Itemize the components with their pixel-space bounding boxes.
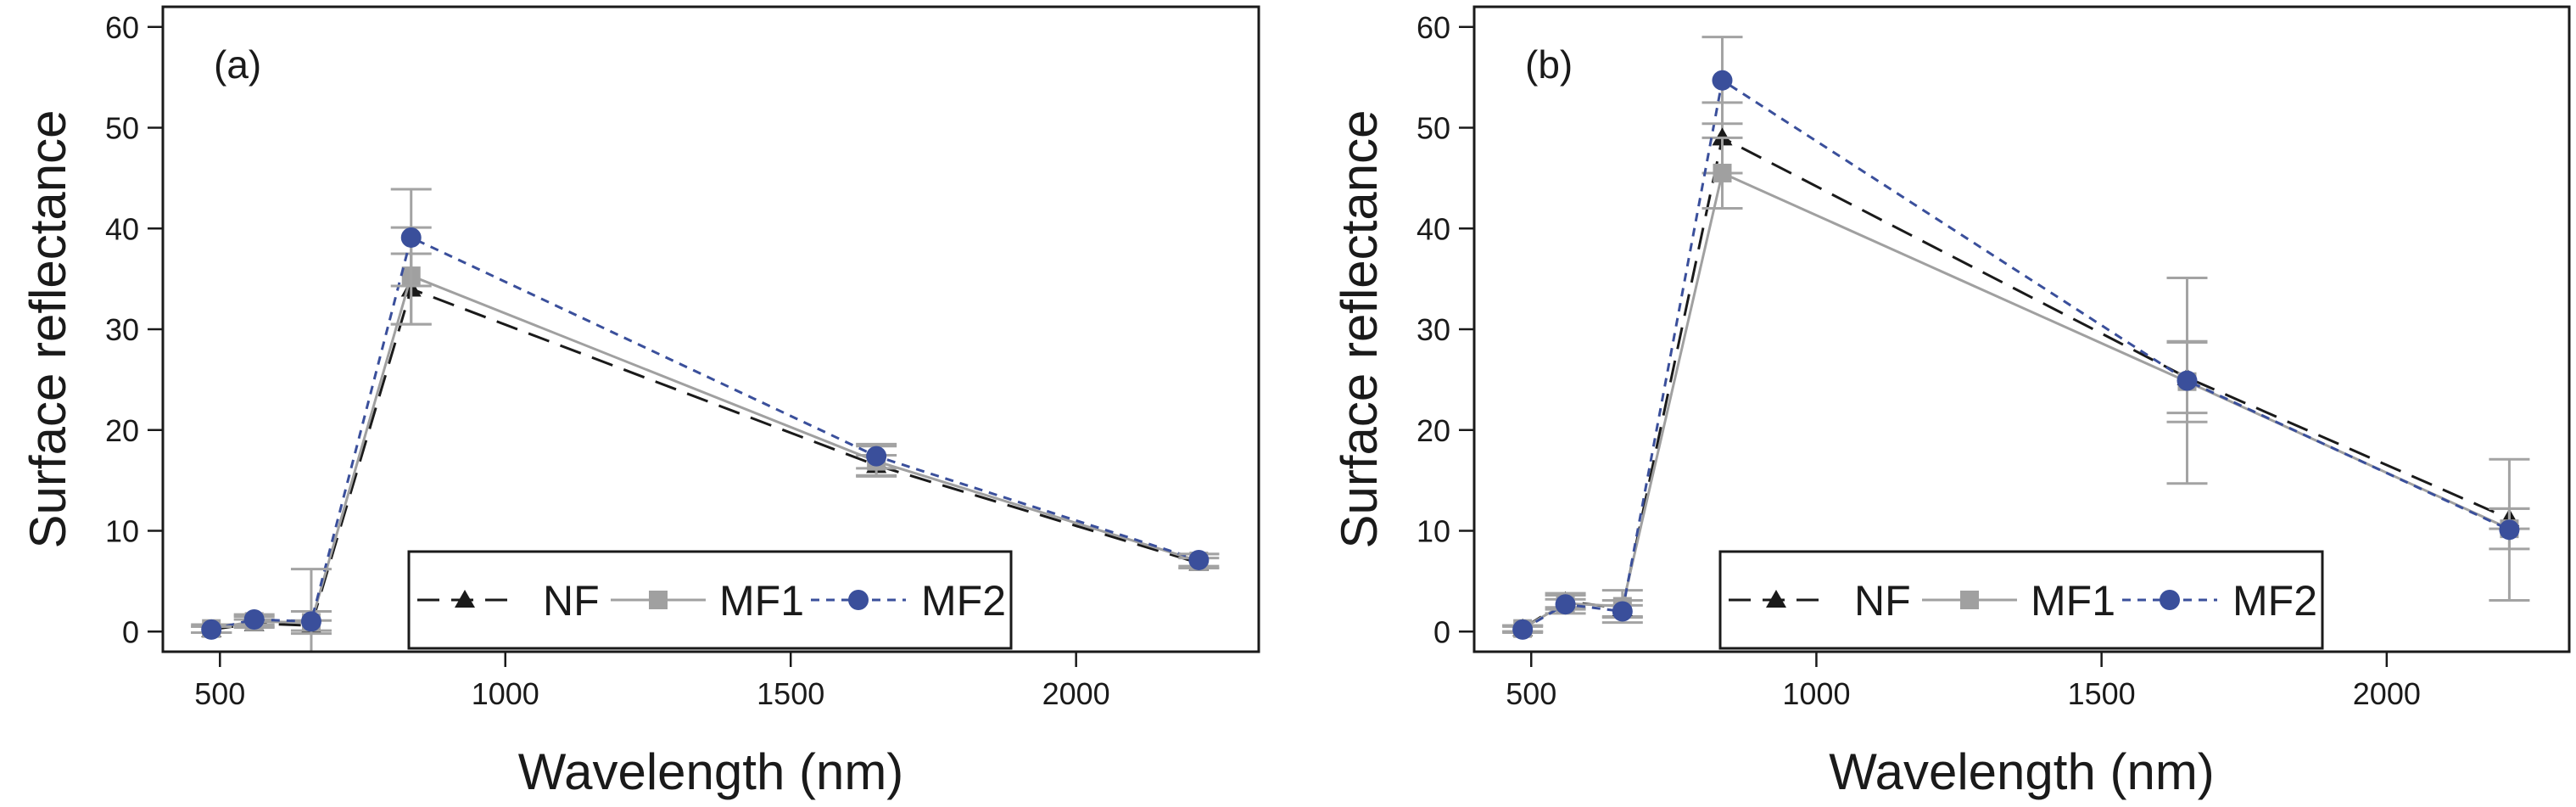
series-mf2 — [1502, 36, 2530, 640]
panel-a: 0 10 20 30 40 50 60 500 1000 1500 2000 Wavelength (… — [20, 5, 1260, 800]
data-point — [400, 227, 422, 248]
data-point — [201, 619, 222, 640]
data-point — [1188, 549, 1210, 570]
data-point — [243, 609, 265, 630]
x-tick-label: 2000 — [1042, 676, 1110, 711]
data-point — [1555, 594, 1576, 615]
series-mf2 — [191, 188, 1220, 653]
plot-frame — [1472, 5, 2571, 653]
legend: NF MF1 MF2 — [1718, 550, 2324, 650]
legend-label: MF1 — [2031, 577, 2115, 625]
y-axis-label: Surface reflectance — [1331, 110, 1388, 549]
y-tick-label: 40 — [1417, 211, 1450, 246]
legend-box — [1718, 550, 2324, 650]
data-point — [2499, 519, 2520, 541]
data-point — [1713, 163, 1732, 182]
legend-label: NF — [1854, 577, 1911, 625]
plot-frame — [161, 5, 1260, 653]
legend: NF MF1 MF2 — [407, 550, 1013, 650]
y-tick-label: 60 — [105, 10, 139, 45]
legend-marker — [848, 590, 869, 610]
legend-label: MF2 — [2232, 577, 2317, 625]
x-tick-label: 1000 — [1782, 676, 1850, 711]
x-axis-label: Wavelength (nm) — [1829, 743, 2215, 800]
x-tick-label: 500 — [1506, 676, 1556, 711]
x-tick-label: 2000 — [2353, 676, 2421, 711]
data-point — [300, 611, 321, 632]
data-point — [1612, 601, 1633, 622]
y-axis-label: Surface reflectance — [20, 110, 76, 549]
data-point — [1512, 619, 1534, 640]
panel-label: (b) — [1525, 42, 1573, 87]
panel-b: 0 10 20 30 40 50 60 500 1000 1500 2000 Wavelength (… — [1331, 5, 2571, 800]
y-tick-label: 0 — [1433, 614, 1450, 649]
x-tick-label: 1500 — [757, 676, 824, 711]
legend-label: MF2 — [921, 577, 1006, 625]
x-axis-label: Wavelength (nm) — [518, 743, 904, 800]
y-tick-label: 30 — [105, 312, 139, 347]
panel-label: (a) — [214, 42, 261, 87]
y-tick-label: 10 — [105, 514, 139, 549]
legend-marker — [649, 591, 668, 609]
x-tick-label: 1500 — [2068, 676, 2136, 711]
y-tick-label: 50 — [1417, 111, 1450, 146]
legend-marker — [2160, 590, 2180, 610]
legend-label: MF1 — [719, 577, 804, 625]
y-tick-label: 40 — [105, 211, 139, 246]
data-point — [1712, 70, 1733, 91]
x-tick-label: 500 — [194, 676, 245, 711]
y-tick-label: 20 — [1417, 413, 1450, 448]
legend-marker — [1960, 591, 1979, 609]
x-tick-label: 1000 — [472, 676, 539, 711]
y-tick-label: 20 — [105, 413, 139, 448]
legend-marker — [1766, 590, 1786, 608]
y-tick-label: 60 — [1417, 10, 1450, 45]
y-tick-label: 0 — [122, 614, 139, 649]
legend-label: NF — [543, 577, 600, 625]
data-point — [866, 446, 887, 467]
data-point — [2176, 370, 2198, 391]
legend-marker — [455, 590, 475, 608]
y-tick-label: 50 — [105, 111, 139, 146]
y-tick-label: 30 — [1417, 312, 1450, 347]
series-line — [1522, 78, 2511, 631]
y-tick-label: 10 — [1417, 514, 1450, 549]
legend-box — [407, 550, 1013, 650]
